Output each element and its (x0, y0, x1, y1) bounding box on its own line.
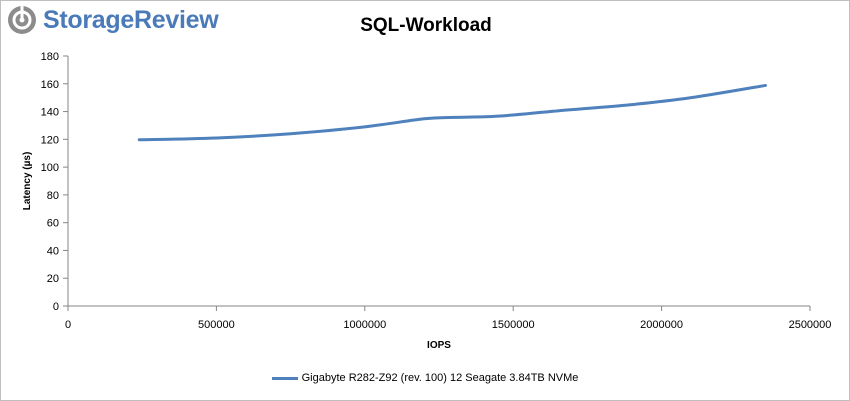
y-tick-label: 80 (47, 190, 59, 202)
y-tick-label: 40 (47, 245, 59, 257)
legend-series-label: Gigabyte R282-Z92 (rev. 100) 12 Seagate … (301, 372, 579, 384)
y-tick-label: 60 (47, 218, 59, 230)
x-tick-label: 1000000 (343, 319, 386, 331)
y-tick-label: 140 (41, 107, 59, 119)
brand-name: StorageReview (43, 5, 219, 34)
legend-series-swatch (271, 376, 298, 380)
x-tick-label: 2000000 (640, 319, 683, 331)
y-tick-label: 120 (41, 134, 59, 146)
y-tick-label: 160 (41, 79, 59, 91)
chart-legend: Gigabyte R282-Z92 (rev. 100) 12 Seagate … (0, 372, 850, 384)
y-axis-title: Latency (µs) (22, 152, 33, 211)
series-lines (137, 83, 767, 142)
x-tick-label: 0 (65, 319, 71, 331)
x-axis: 0 500000 1000000 1500000 2000000 2500000 (65, 305, 832, 331)
storage-review-logo-icon (7, 5, 37, 35)
x-axis-title: IOPS (427, 340, 451, 351)
y-tick-label: 0 (53, 301, 59, 313)
y-tick-label: 20 (47, 273, 59, 285)
x-tick-label: 1500000 (492, 319, 535, 331)
brand-logo: StorageReview (7, 5, 219, 35)
y-axis: 0 20 40 60 80 100 120 140 160 180 (41, 51, 69, 313)
x-tick-label: 2500000 (789, 319, 832, 331)
y-tick-label: 100 (41, 162, 59, 174)
y-tick-label: 180 (41, 51, 59, 63)
x-tick-label: 500000 (198, 319, 235, 331)
series-line-0 (137, 83, 767, 142)
chart-title: SQL-Workload (360, 15, 492, 36)
